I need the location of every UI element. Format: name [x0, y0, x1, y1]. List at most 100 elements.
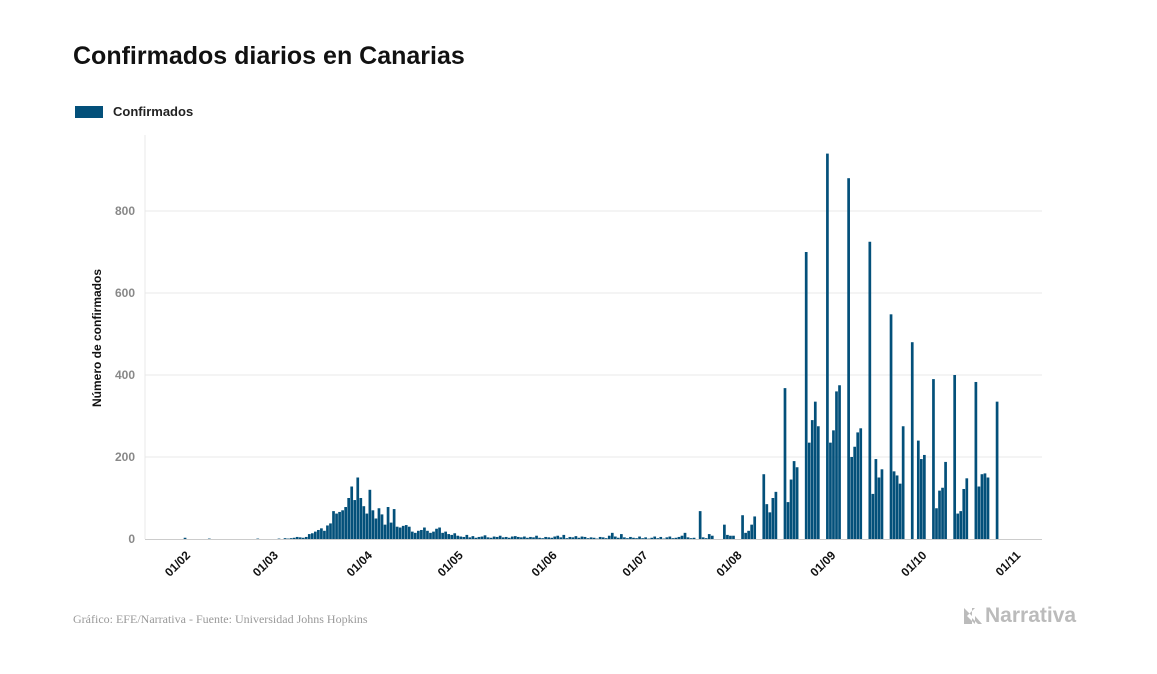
bar — [983, 473, 987, 539]
bar — [383, 524, 387, 539]
bar — [710, 535, 714, 539]
bar — [447, 534, 451, 539]
bar — [880, 469, 884, 539]
bar — [589, 537, 593, 539]
bar — [659, 536, 663, 539]
bar — [786, 502, 790, 539]
bar — [501, 537, 505, 539]
bar — [638, 536, 641, 539]
bar — [944, 461, 947, 539]
bar — [938, 490, 941, 539]
bar — [723, 524, 726, 539]
bar — [965, 478, 969, 539]
bar — [410, 531, 414, 539]
bar — [629, 536, 632, 539]
bar — [468, 537, 472, 539]
bar — [544, 536, 547, 539]
bar — [513, 536, 517, 539]
bar — [480, 536, 484, 539]
bar — [183, 537, 187, 539]
bar — [568, 536, 572, 539]
bar — [704, 538, 708, 539]
bar — [701, 537, 705, 539]
bar — [916, 440, 920, 539]
bar — [768, 512, 772, 539]
y-tick-label: 800 — [115, 204, 135, 218]
bar — [553, 536, 557, 539]
bar — [453, 533, 457, 539]
x-tick-label: 01/05 — [435, 548, 466, 579]
bar — [295, 536, 299, 539]
bar — [771, 498, 775, 539]
bar — [686, 537, 690, 539]
bar — [689, 538, 693, 539]
y-tick-label: 200 — [115, 450, 135, 464]
bar — [326, 525, 329, 539]
bar — [395, 526, 399, 539]
bar — [462, 536, 466, 539]
bar — [613, 536, 617, 539]
bar — [892, 471, 896, 539]
bar — [898, 483, 902, 539]
bar — [626, 538, 629, 539]
bar — [932, 379, 935, 539]
bar — [565, 538, 569, 539]
bar — [856, 432, 860, 539]
bar — [413, 532, 417, 539]
bar — [980, 474, 984, 539]
y-tick-label: 400 — [115, 368, 135, 382]
bar — [374, 518, 378, 539]
bar — [729, 535, 732, 539]
bar — [977, 486, 981, 539]
bar — [592, 537, 596, 539]
x-tick-label: 01/02 — [162, 548, 193, 579]
bar — [298, 537, 302, 539]
x-tick-label: 01/10 — [898, 548, 929, 579]
bar — [486, 537, 490, 539]
bar — [510, 536, 514, 539]
bar — [601, 537, 605, 539]
bar — [750, 524, 754, 539]
bar — [535, 535, 538, 539]
bar — [444, 531, 447, 539]
bar — [435, 528, 438, 539]
x-tick-label: 01/03 — [250, 548, 281, 579]
bar — [426, 530, 429, 539]
bar — [674, 537, 678, 539]
bar — [562, 534, 566, 539]
bar — [677, 536, 681, 539]
y-tick-label: 600 — [115, 286, 135, 300]
bar — [835, 391, 838, 539]
bar — [401, 525, 405, 539]
bar — [741, 515, 744, 539]
bar — [301, 537, 305, 539]
bar — [538, 537, 541, 539]
bar — [604, 538, 608, 539]
y-tick-label: 0 — [128, 532, 135, 546]
bar — [789, 479, 793, 539]
bar — [753, 516, 757, 539]
bar — [450, 534, 454, 539]
bar — [974, 381, 978, 539]
bar — [423, 527, 426, 539]
bar — [610, 532, 614, 539]
bar — [420, 529, 423, 539]
bar — [650, 537, 654, 539]
narrativa-logo: Narrativa — [963, 604, 1076, 628]
bar — [901, 426, 905, 539]
x-tick-label: 01/07 — [620, 548, 651, 579]
bar — [492, 536, 496, 539]
bar — [623, 537, 626, 539]
bar — [698, 511, 702, 539]
bar — [386, 507, 390, 539]
bar — [377, 508, 381, 539]
bar — [644, 537, 647, 539]
bar — [783, 388, 787, 539]
bar — [580, 536, 584, 539]
bar — [810, 420, 814, 539]
legend: Confirmados — [75, 104, 193, 119]
x-tick-label: 01/06 — [529, 548, 560, 579]
bar — [380, 514, 384, 539]
bar — [962, 488, 966, 539]
bar — [832, 430, 835, 539]
